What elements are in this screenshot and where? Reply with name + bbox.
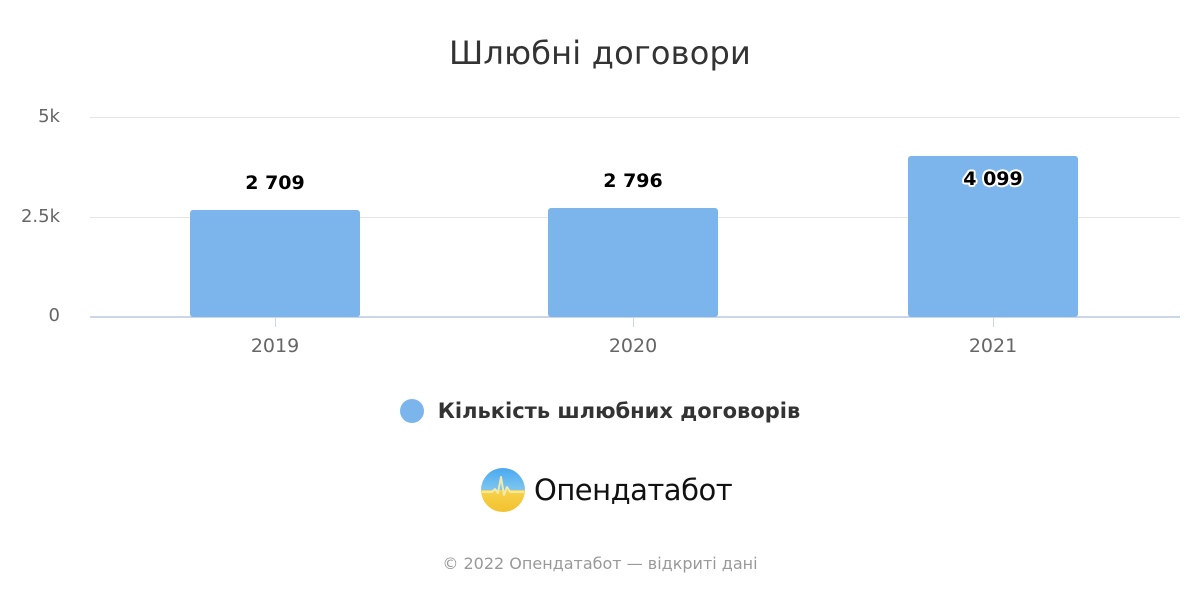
- chart-title: Шлюбні договори: [449, 34, 751, 72]
- brand-logo: Опендатабот: [480, 467, 733, 513]
- x-tick-label: 2019: [250, 335, 300, 357]
- x-tick-label: 2020: [608, 335, 658, 357]
- data-label-2021: 4 099: [963, 168, 1023, 190]
- x-tick-mark: [993, 317, 994, 327]
- opendatabot-logo-icon: [481, 468, 525, 512]
- legend-marker-icon[interactable]: [399, 399, 424, 423]
- x-tick-mark: [633, 317, 634, 327]
- y-tick-label: 0: [48, 305, 60, 326]
- x-axis-line: [90, 316, 1180, 318]
- x-tick-mark: [275, 317, 276, 327]
- logo-text: Опендатабот: [534, 473, 733, 507]
- data-label-2020: 2 796: [603, 170, 663, 192]
- bar-2020[interactable]: [548, 208, 718, 317]
- data-label-2019: 2 709: [245, 172, 305, 194]
- plot-area: 2 709 2 796 4 099: [90, 117, 1180, 327]
- y-tick-label: 2.5k: [20, 206, 60, 227]
- credits[interactable]: © 2022 Опендатабот — відкриті дані: [442, 554, 758, 573]
- x-tick-label: 2021: [968, 335, 1018, 357]
- y-tick-label: 5k: [38, 106, 60, 127]
- bar-2019[interactable]: [190, 210, 360, 317]
- bar-2021[interactable]: [908, 156, 1078, 317]
- legend-item-label[interactable]: Кількість шлюбних договорів: [437, 399, 801, 423]
- gridline: [90, 117, 1180, 118]
- legend: Кількість шлюбних договорів: [0, 399, 1200, 423]
